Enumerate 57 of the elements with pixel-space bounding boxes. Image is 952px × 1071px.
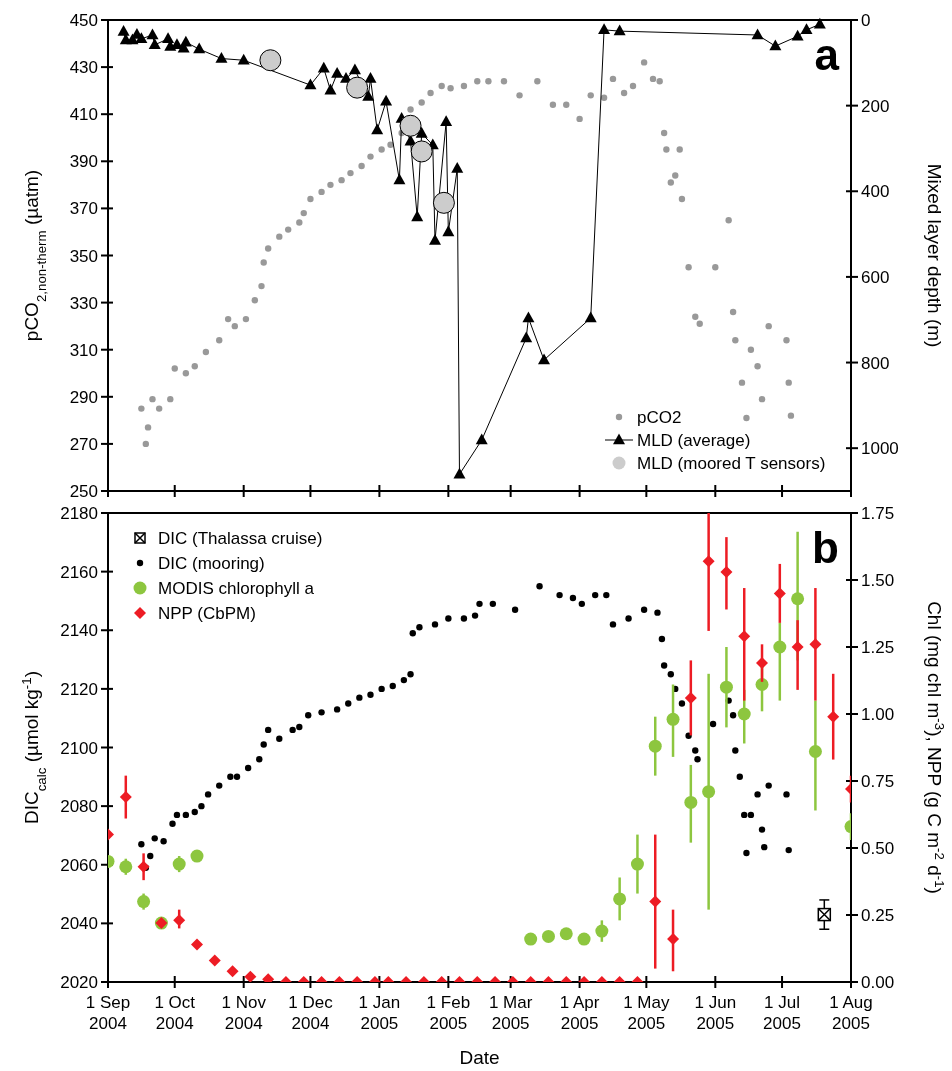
y-tick-label: 2180	[60, 504, 98, 523]
y-tick-label: 2020	[60, 973, 98, 992]
x-tick-label: 1 Jul 2005	[763, 993, 801, 1033]
y2-tick-label: 1.25	[861, 638, 895, 657]
y2-tick-label: 0.25	[861, 906, 895, 925]
y-tick-label: 2060	[60, 855, 98, 875]
y-tick-label: 310	[69, 340, 98, 360]
y2-tick-label: 1.75	[861, 504, 895, 523]
x-axis-title: Date	[459, 1047, 500, 1068]
legend-label: MLD (moored T sensors)	[637, 454, 826, 473]
y-tick-label: 370	[69, 199, 98, 219]
x-tick-label: 1 Feb 2005	[426, 993, 471, 1033]
y2-tick-label: 1000	[861, 439, 899, 459]
x-tick-label: 1 Jun 2005	[694, 993, 737, 1033]
x-tick-label: 1 Jan 2005	[358, 993, 401, 1033]
y-tick-label: 450	[69, 11, 98, 30]
y2-tick-label: 1.00	[861, 705, 895, 724]
y2-tick-label: 800	[861, 353, 890, 373]
legend-label: pCO2	[637, 408, 682, 427]
y-tick-label: 2120	[60, 679, 98, 699]
x-tick-label: 1 Oct 2004	[154, 993, 196, 1033]
y-tick-label: 350	[69, 246, 98, 266]
y-tick-label: 390	[69, 152, 98, 172]
legend-label: DIC (Thalassa cruise)	[158, 529, 323, 548]
y-tick-label: 270	[69, 434, 98, 454]
y2-tick-label: 0.00	[861, 973, 895, 992]
y2-axis-title: Mixed layer depth (m)	[924, 163, 945, 348]
y2-tick-label: 0.50	[861, 839, 895, 858]
y-tick-label: 330	[69, 293, 98, 313]
y-tick-label: 2140	[60, 621, 98, 641]
x-tick-label: 1 Mar 2005	[488, 993, 533, 1033]
legend-label: DIC (mooring)	[158, 554, 265, 573]
x-tick-label: 1 Sep 2004	[85, 993, 131, 1033]
y2-tick-label: 1.50	[861, 571, 895, 590]
y-tick-label: 250	[69, 482, 98, 501]
y-tick-label: 410	[69, 105, 98, 125]
y2-tick-label: 600	[861, 267, 890, 287]
y2-tick-label: 0	[861, 11, 871, 30]
y-tick-label: 2100	[60, 738, 98, 758]
annotation: a	[814, 30, 840, 79]
x-tick-label: 1 Apr 2005	[559, 993, 600, 1033]
x-tick-label: 1 Aug 2005	[829, 993, 873, 1033]
legend-label: NPP (CbPM)	[158, 604, 256, 623]
y-tick-label: 430	[69, 58, 98, 78]
x-tick-label: 1 Dec 2004	[288, 993, 334, 1033]
y2-tick-label: 0.75	[861, 772, 895, 791]
y2-tick-label: 400	[861, 182, 890, 202]
x-tick-label: 1 Nov 2004	[221, 993, 267, 1033]
y-tick-label: 290	[69, 387, 98, 407]
annotation: b	[812, 523, 839, 572]
y-tick-label: 2040	[60, 914, 98, 934]
y2-tick-label: 200	[861, 96, 890, 116]
y-tick-label: 2080	[60, 797, 98, 817]
legend-label: MODIS chlorophyll a	[158, 579, 315, 598]
x-tick-label: 1 May 2005	[623, 993, 670, 1033]
legend-label: MLD (average)	[637, 431, 751, 450]
y-tick-label: 2160	[60, 562, 98, 582]
